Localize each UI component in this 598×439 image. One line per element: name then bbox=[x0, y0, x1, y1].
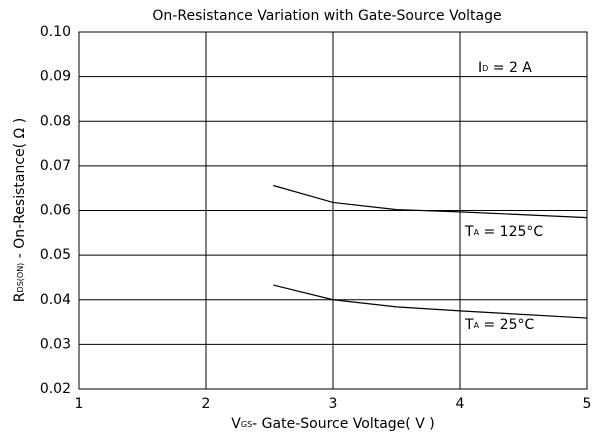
series-label: TA = 25°C bbox=[464, 317, 534, 333]
x-tick-label: 4 bbox=[456, 396, 465, 412]
y-tick-label: 0.06 bbox=[40, 203, 71, 219]
y-tick-label: 0.07 bbox=[40, 158, 71, 174]
label-part: = 125°C bbox=[479, 224, 543, 240]
y-tick-label: 0.04 bbox=[40, 292, 71, 308]
label-part: A bbox=[474, 228, 480, 237]
y-tick-label: 0.03 bbox=[40, 336, 71, 352]
x-tick-label: 1 bbox=[75, 396, 84, 412]
y-tick-label: 0.10 bbox=[40, 24, 71, 40]
label-part: = 25°C bbox=[479, 317, 534, 333]
series-line bbox=[273, 284, 588, 319]
label-part: A bbox=[474, 321, 480, 330]
series-line bbox=[273, 184, 588, 219]
x-axis-label: VGS- Gate-Source Voltage( V ) bbox=[231, 416, 434, 432]
label-part: T bbox=[464, 317, 474, 333]
y-tick-label: 0.09 bbox=[40, 69, 71, 85]
plot-frame bbox=[78, 31, 588, 390]
series-label: TA = 125°C bbox=[464, 224, 543, 240]
label-part: T bbox=[464, 224, 474, 240]
x-tick-label: 2 bbox=[202, 396, 211, 412]
y-tick-label: 0.05 bbox=[40, 247, 71, 263]
chart-title: On-Resistance Variation with Gate-Source… bbox=[152, 8, 501, 24]
y-axis-label: RDS(ON) - On-Resistance( Ω ) bbox=[12, 118, 28, 302]
x-tick-label: 3 bbox=[329, 396, 338, 412]
x-tick-label: 5 bbox=[583, 396, 592, 412]
y-tick-label: 0.02 bbox=[40, 381, 71, 397]
annotation: ID = 2 A bbox=[478, 60, 532, 76]
y-tick-label: 0.08 bbox=[40, 113, 71, 129]
